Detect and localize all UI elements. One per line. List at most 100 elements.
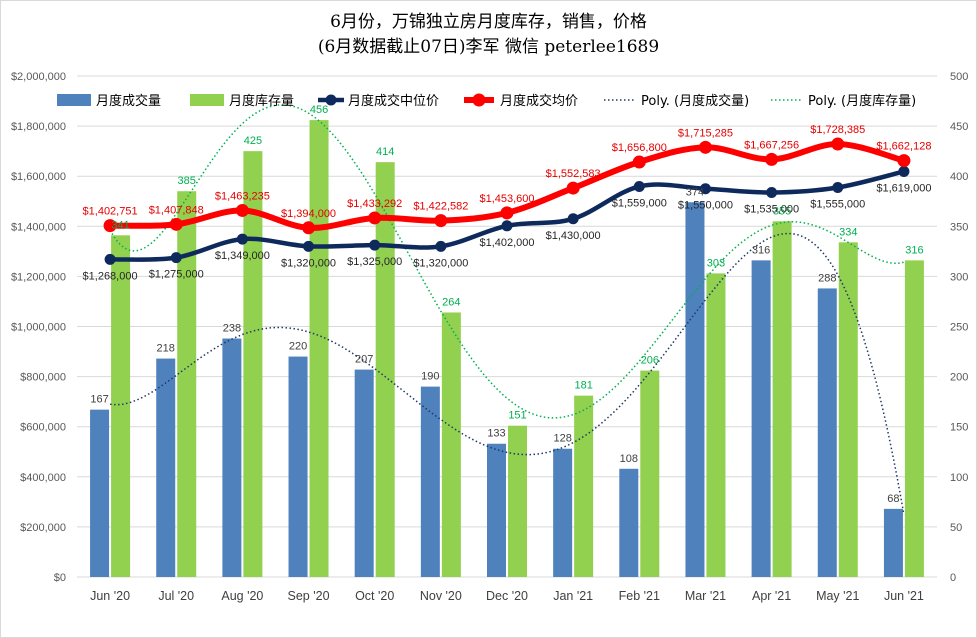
y-left-tick-label: $600,000 xyxy=(20,422,66,434)
bar-inventory xyxy=(772,221,792,578)
label-sales: 220 xyxy=(289,341,307,353)
bar-sales xyxy=(619,468,639,577)
y-right-tick-label: 150 xyxy=(950,422,968,434)
label-inventory: 425 xyxy=(244,135,262,147)
legend-label-median: 月度成交中位价 xyxy=(348,93,439,109)
y-left-tick-label: $1,800,000 xyxy=(11,121,66,133)
point-average xyxy=(698,140,712,154)
point-average xyxy=(897,154,911,168)
x-tick-label: Dec '20 xyxy=(486,589,528,603)
label-sales: 190 xyxy=(421,371,439,383)
x-tick-label: Apr '21 xyxy=(752,589,791,603)
x-tick-label: Oct '20 xyxy=(355,589,394,603)
label-average: $1,728,385 xyxy=(810,124,865,136)
label-inventory: 456 xyxy=(310,104,328,116)
y-left-tick-label: $1,600,000 xyxy=(11,171,66,183)
point-average xyxy=(765,152,779,166)
chart-title: 6月份，万锦独立房月度库存，销售，价格 (6月数据截止07日)李军 微信 pet… xyxy=(0,10,977,60)
x-tick-label: May '21 xyxy=(816,589,859,603)
point-median xyxy=(104,253,116,265)
y-left-tick-label: $1,400,000 xyxy=(11,221,66,233)
label-average: $1,422,582 xyxy=(413,201,468,213)
bar-sales xyxy=(354,369,374,577)
trendline-sales xyxy=(110,232,905,515)
bar-inventory xyxy=(243,151,263,577)
y-left-tick-label: $2,000,000 xyxy=(11,71,66,83)
legend-label-trend-inventory: Poly. (月度库存量) xyxy=(808,93,916,109)
bar-inventory xyxy=(640,370,660,577)
bar-inventory xyxy=(177,191,197,578)
bar-sales xyxy=(288,356,308,577)
label-average: $1,402,751 xyxy=(83,206,138,218)
y-right-tick-label: 450 xyxy=(950,121,968,133)
x-tick-label: Aug '20 xyxy=(221,589,263,603)
label-sales: 288 xyxy=(818,272,836,284)
bar-sales xyxy=(685,202,705,577)
y-left-tick-label: $800,000 xyxy=(20,372,66,384)
label-inventory: 355 xyxy=(773,205,791,217)
label-median: $1,268,000 xyxy=(83,270,138,282)
bar-sales xyxy=(90,409,110,577)
bar-inventory xyxy=(574,395,594,577)
label-inventory: 303 xyxy=(707,257,725,269)
label-median: $1,275,000 xyxy=(149,269,204,281)
bar-inventory xyxy=(706,273,726,577)
legend-swatch-sales xyxy=(57,94,91,106)
y-right-tick-label: 300 xyxy=(950,271,968,283)
label-average: $1,662,128 xyxy=(876,141,931,153)
legend-label-sales: 月度成交量 xyxy=(96,93,161,109)
x-tick-label: Jun '21 xyxy=(884,589,924,603)
label-inventory: 151 xyxy=(508,410,526,422)
bar-sales xyxy=(420,386,440,577)
bar-sales xyxy=(553,448,573,577)
y-right-tick-label: 400 xyxy=(950,171,968,183)
label-sales: 133 xyxy=(487,428,505,440)
legend-swatch-inventory xyxy=(190,94,224,106)
label-sales: 374 xyxy=(686,186,704,198)
bar-sales xyxy=(156,358,176,577)
label-sales: 167 xyxy=(90,394,108,406)
point-median xyxy=(236,233,248,245)
point-average xyxy=(235,203,249,217)
bar-inventory xyxy=(441,312,461,577)
y-left-tick-label: $1,000,000 xyxy=(11,322,66,334)
label-sales: 218 xyxy=(157,343,175,355)
label-average: $1,656,800 xyxy=(612,142,667,154)
label-sales: 108 xyxy=(620,453,638,465)
label-inventory: 316 xyxy=(905,244,923,256)
y-left-tick-label: $200,000 xyxy=(20,522,66,534)
bar-inventory xyxy=(904,260,924,577)
label-average: $1,715,285 xyxy=(678,127,733,139)
legend-label-inventory: 月度库存量 xyxy=(229,93,294,109)
point-average xyxy=(302,221,316,235)
point-median xyxy=(766,186,778,198)
y-right-tick-label: 200 xyxy=(950,372,968,384)
label-median: $1,402,000 xyxy=(479,237,534,249)
point-average xyxy=(500,206,514,220)
label-inventory: 181 xyxy=(574,380,592,392)
point-median xyxy=(832,181,844,193)
label-inventory: 385 xyxy=(178,175,196,187)
y-right-tick-label: 100 xyxy=(950,472,968,484)
label-median: $1,619,000 xyxy=(876,182,931,194)
legend-label-trend-sales: Poly. (月度成交量) xyxy=(641,93,749,109)
bar-inventory xyxy=(309,120,329,577)
point-average xyxy=(103,219,117,233)
point-median xyxy=(501,220,513,232)
point-median xyxy=(170,252,182,264)
y-left-tick-label: $1,200,000 xyxy=(11,271,66,283)
point-average xyxy=(566,181,580,195)
label-median: $1,349,000 xyxy=(215,250,270,262)
x-tick-label: Jan '21 xyxy=(553,589,593,603)
label-average: $1,463,235 xyxy=(215,190,270,202)
point-median xyxy=(898,165,910,177)
label-inventory: 414 xyxy=(376,146,394,158)
point-median xyxy=(699,183,711,195)
point-median xyxy=(567,213,579,225)
legend-marker-median xyxy=(325,94,337,106)
point-average xyxy=(368,211,382,225)
label-median: $1,535,000 xyxy=(744,203,799,215)
legend-marker-average xyxy=(472,93,486,107)
x-tick-label: Nov '20 xyxy=(420,589,462,603)
